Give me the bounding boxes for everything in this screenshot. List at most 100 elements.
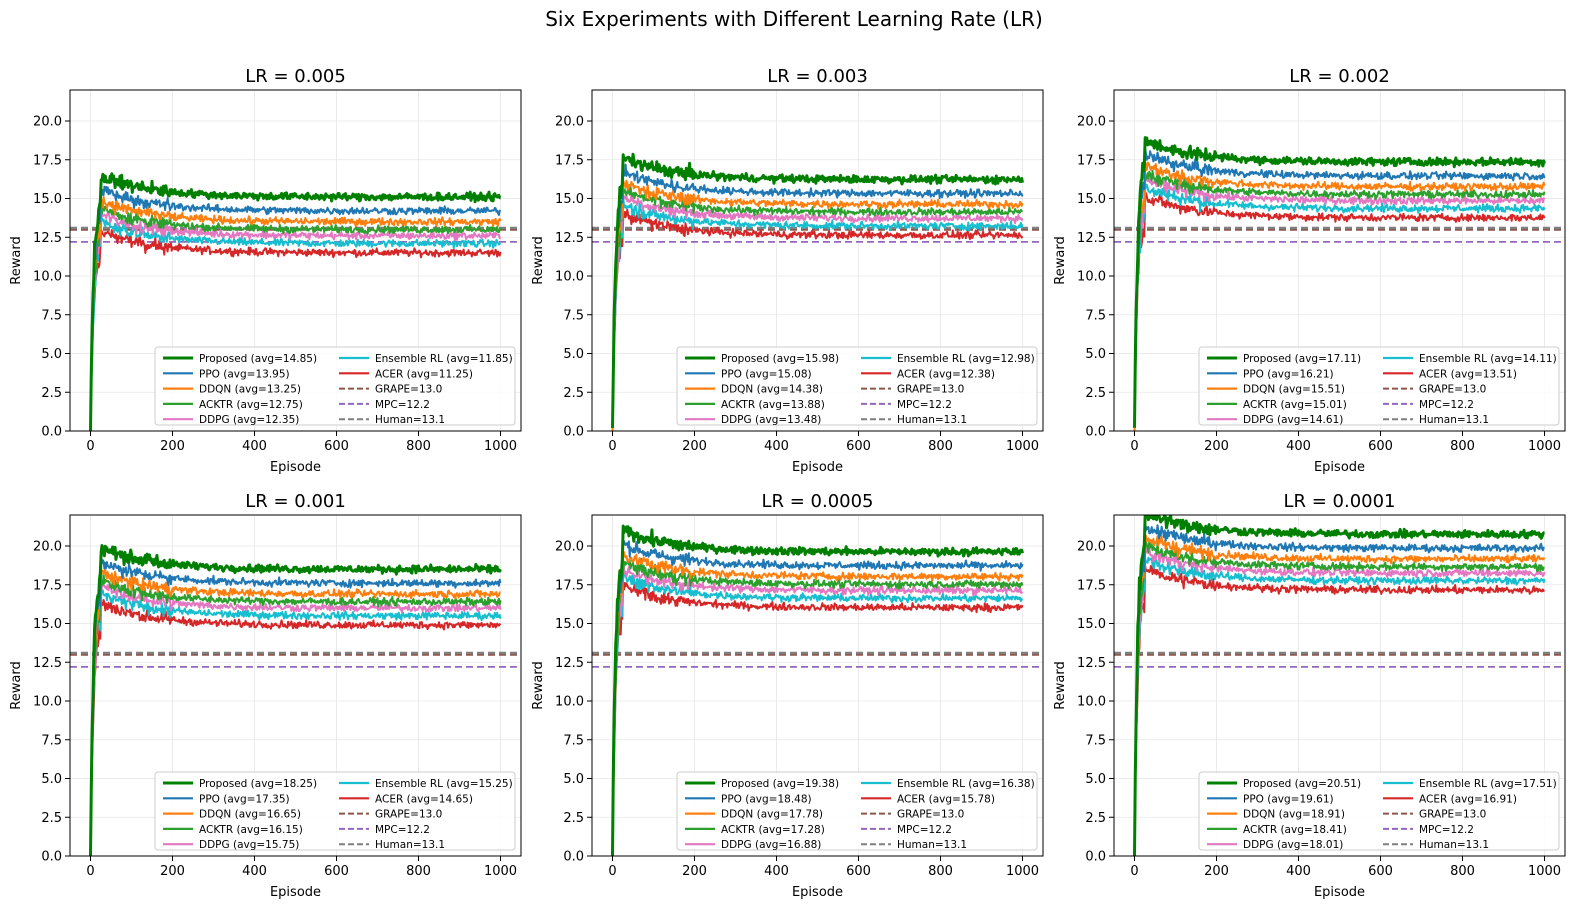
x-tick-label: 200	[1204, 439, 1229, 454]
x-tick-label: 600	[846, 864, 871, 879]
x-tick-label: 0	[1130, 864, 1138, 879]
y-tick-label: 7.5	[1085, 733, 1106, 748]
legend-label: DDPG (avg=16.88)	[721, 839, 821, 851]
y-tick-label: 17.5	[1077, 578, 1106, 593]
legend: Proposed (avg=18.25) PPO (avg=17.35) DDQN …	[154, 771, 516, 851]
x-tick-label: 1000	[1528, 864, 1561, 879]
series-line-acer	[89, 229, 502, 430]
legend-label: GRAPE=13.0	[375, 384, 442, 396]
y-tick-label: 5.0	[41, 772, 62, 787]
legend-label: Ensemble RL (avg=11.85)	[375, 353, 513, 365]
y-tick-label: 0.0	[41, 425, 62, 440]
series-line-ddpg	[611, 193, 1024, 428]
legend-label: DDPG (avg=12.35)	[199, 414, 299, 426]
legend-box	[676, 771, 1038, 851]
legend-label: DDPG (avg=15.75)	[199, 839, 299, 851]
legend-label: PPO (avg=19.61)	[1243, 793, 1334, 805]
y-tick-label: 15.0	[33, 192, 62, 207]
legend-label: DDQN (avg=15.51)	[1243, 384, 1345, 396]
x-tick-label: 600	[1368, 439, 1393, 454]
legend-label: PPO (avg=13.95)	[199, 368, 290, 380]
x-tick-label: 1000	[1006, 864, 1039, 879]
legend: Proposed (avg=17.11) PPO (avg=16.21) DDQN …	[1198, 346, 1560, 426]
panel-title: LR = 0.002	[1289, 66, 1390, 87]
legend-label: PPO (avg=18.48)	[721, 793, 812, 805]
series-line-ppo	[1133, 524, 1545, 856]
y-tick-label: 5.0	[1085, 772, 1106, 787]
y-tick-label: 10.0	[555, 270, 584, 285]
y-axis-label: Reward	[9, 236, 24, 284]
legend-label: ACER (avg=14.65)	[375, 793, 473, 805]
y-tick-label: 0.0	[563, 850, 584, 865]
legend-label: Ensemble RL (avg=14.11)	[1419, 353, 1557, 365]
legend-label: ACKTR (avg=15.01)	[1243, 399, 1347, 411]
y-tick-label: 17.5	[33, 153, 62, 168]
x-tick-label: 1000	[1528, 439, 1561, 454]
x-tick-label: 200	[1204, 864, 1229, 879]
y-tick-label: 12.5	[555, 231, 584, 246]
axes-frame	[1113, 514, 1566, 857]
legend-label: Proposed (avg=15.98)	[721, 353, 839, 365]
legend-label: PPO (avg=16.21)	[1243, 368, 1334, 380]
x-tick-label: 1000	[1006, 439, 1039, 454]
legend-label: Proposed (avg=19.38)	[721, 778, 839, 790]
legend-label: Proposed (avg=14.85)	[199, 353, 317, 365]
x-tick-label: 0	[608, 864, 616, 879]
y-tick-label: 20.0	[33, 540, 62, 555]
series-line-ddpg	[611, 562, 1023, 856]
figure-title: Six Experiments with Different Learning …	[545, 7, 1043, 31]
series-line-ddqn	[1133, 161, 1546, 431]
y-tick-label: 20.0	[1077, 540, 1106, 555]
legend-label: MPC=12.2	[897, 824, 952, 836]
series-line-ensemble-rl	[611, 196, 1024, 428]
y-tick-label: 7.5	[41, 733, 62, 748]
x-tick-label: 400	[1286, 439, 1311, 454]
y-tick-label: 15.0	[33, 617, 62, 632]
legend-label: GRAPE=13.0	[897, 809, 964, 821]
y-tick-label: 0.0	[41, 850, 62, 865]
legend-label: ACER (avg=11.25)	[375, 368, 473, 380]
legend-label: PPO (avg=15.08)	[721, 368, 812, 380]
x-axis-label: Episode	[270, 885, 321, 900]
y-tick-label: 7.5	[563, 733, 584, 748]
chart-panel-3: 0 200 400 600 800 1000 0.0 2.5 5.0 7.5 10.0 12.5 15.…	[1053, 66, 1566, 475]
x-tick-label: 400	[764, 439, 789, 454]
chart-panel-1: 0 200 400 600 800 1000 0.0 2.5 5.0 7.5 10.0 12.5 15.…	[9, 66, 522, 475]
y-tick-label: 2.5	[41, 386, 62, 401]
x-tick-label: 400	[1286, 864, 1311, 879]
legend-label: PPO (avg=17.35)	[199, 793, 290, 805]
series-line-acer	[1133, 562, 1545, 856]
series-line-ppo	[611, 163, 1024, 423]
y-tick-label: 2.5	[1085, 386, 1106, 401]
y-tick-label: 5.0	[563, 347, 584, 362]
series-group	[592, 152, 1043, 431]
y-tick-label: 20.0	[555, 115, 584, 130]
series-line-proposed	[611, 152, 1024, 429]
legend-label: Human=13.1	[1419, 839, 1489, 851]
legend-label: MPC=12.2	[1419, 824, 1474, 836]
series-line-ensemble-rl	[89, 217, 502, 427]
x-tick-label: 1000	[484, 439, 517, 454]
y-axis-label: Reward	[9, 661, 24, 709]
legend-label: Human=13.1	[375, 839, 445, 851]
legend-label: GRAPE=13.0	[897, 384, 964, 396]
legend-label: Proposed (avg=20.51)	[1243, 778, 1361, 790]
series-group	[70, 544, 521, 856]
y-tick-label: 12.5	[33, 231, 62, 246]
legend-label: ACKTR (avg=17.28)	[721, 824, 825, 836]
y-tick-label: 5.0	[1085, 347, 1106, 362]
x-axis-label: Episode	[1314, 460, 1365, 475]
legend-label: MPC=12.2	[897, 399, 952, 411]
y-tick-label: 12.5	[555, 656, 584, 671]
y-tick-label: 17.5	[1077, 153, 1106, 168]
series-line-ensemble-rl	[1133, 183, 1546, 431]
legend-label: ACER (avg=15.78)	[897, 793, 995, 805]
legend-label: GRAPE=13.0	[375, 809, 442, 821]
legend: Proposed (avg=20.51) PPO (avg=19.61) DDQN …	[1198, 771, 1560, 851]
legend-label: Ensemble RL (avg=17.51)	[1419, 778, 1557, 790]
x-axis-label: Episode	[1314, 885, 1365, 900]
series-group	[1114, 515, 1565, 856]
x-tick-label: 800	[406, 864, 431, 879]
